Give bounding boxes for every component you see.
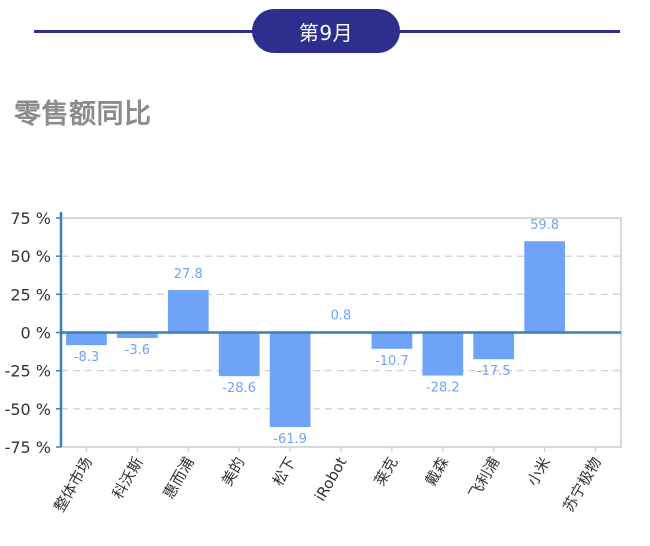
- y-tick-label: -75 %: [5, 438, 51, 457]
- x-tick-label: 飞利浦: [465, 454, 503, 502]
- data-label: 27.8: [174, 267, 203, 282]
- x-tick-label: 莱克: [371, 454, 402, 489]
- x-tick-label: 整体市场: [50, 454, 96, 515]
- header-line-right: [394, 30, 620, 33]
- data-label: -61.9: [273, 432, 307, 447]
- data-label: -28.2: [426, 381, 460, 396]
- x-tick-label: 苏宁极物: [559, 454, 605, 515]
- x-tick-label: 美的: [218, 454, 249, 489]
- y-tick-label: 0 %: [21, 324, 51, 343]
- y-tick-label: 75 %: [10, 209, 51, 228]
- y-tick-label: 50 %: [10, 247, 51, 266]
- y-tick-label: 25 %: [10, 285, 51, 304]
- bar: [269, 332, 311, 428]
- data-label: 0.8: [331, 308, 352, 323]
- bar: [524, 241, 565, 333]
- bar: [218, 332, 260, 377]
- x-tick-label: 科沃斯: [109, 454, 147, 502]
- x-tick-label: iRobot: [311, 454, 350, 504]
- x-tick-label: 惠而浦: [160, 454, 198, 502]
- data-label: -3.6: [125, 343, 150, 358]
- x-tick-label: 松下: [269, 454, 300, 489]
- y-tick-label: -25 %: [5, 362, 51, 381]
- x-tick-label: 戴森: [422, 454, 453, 489]
- bar: [473, 332, 515, 360]
- bar: [422, 332, 464, 376]
- bar: [167, 290, 209, 333]
- data-label: -8.3: [74, 350, 99, 365]
- data-label: -28.6: [222, 381, 256, 396]
- bar: [371, 332, 413, 349]
- data-label: -17.5: [477, 364, 511, 379]
- x-tick-label: 小米: [524, 454, 555, 489]
- y-tick-label: -50 %: [5, 400, 51, 419]
- header-line-left: [34, 30, 258, 33]
- data-label: 59.8: [530, 218, 559, 233]
- bar: [66, 332, 107, 346]
- data-label: -10.7: [375, 354, 409, 369]
- section-title: 零售额同比: [14, 99, 152, 130]
- bar: [117, 332, 158, 338]
- month-badge: 第9月: [252, 9, 400, 53]
